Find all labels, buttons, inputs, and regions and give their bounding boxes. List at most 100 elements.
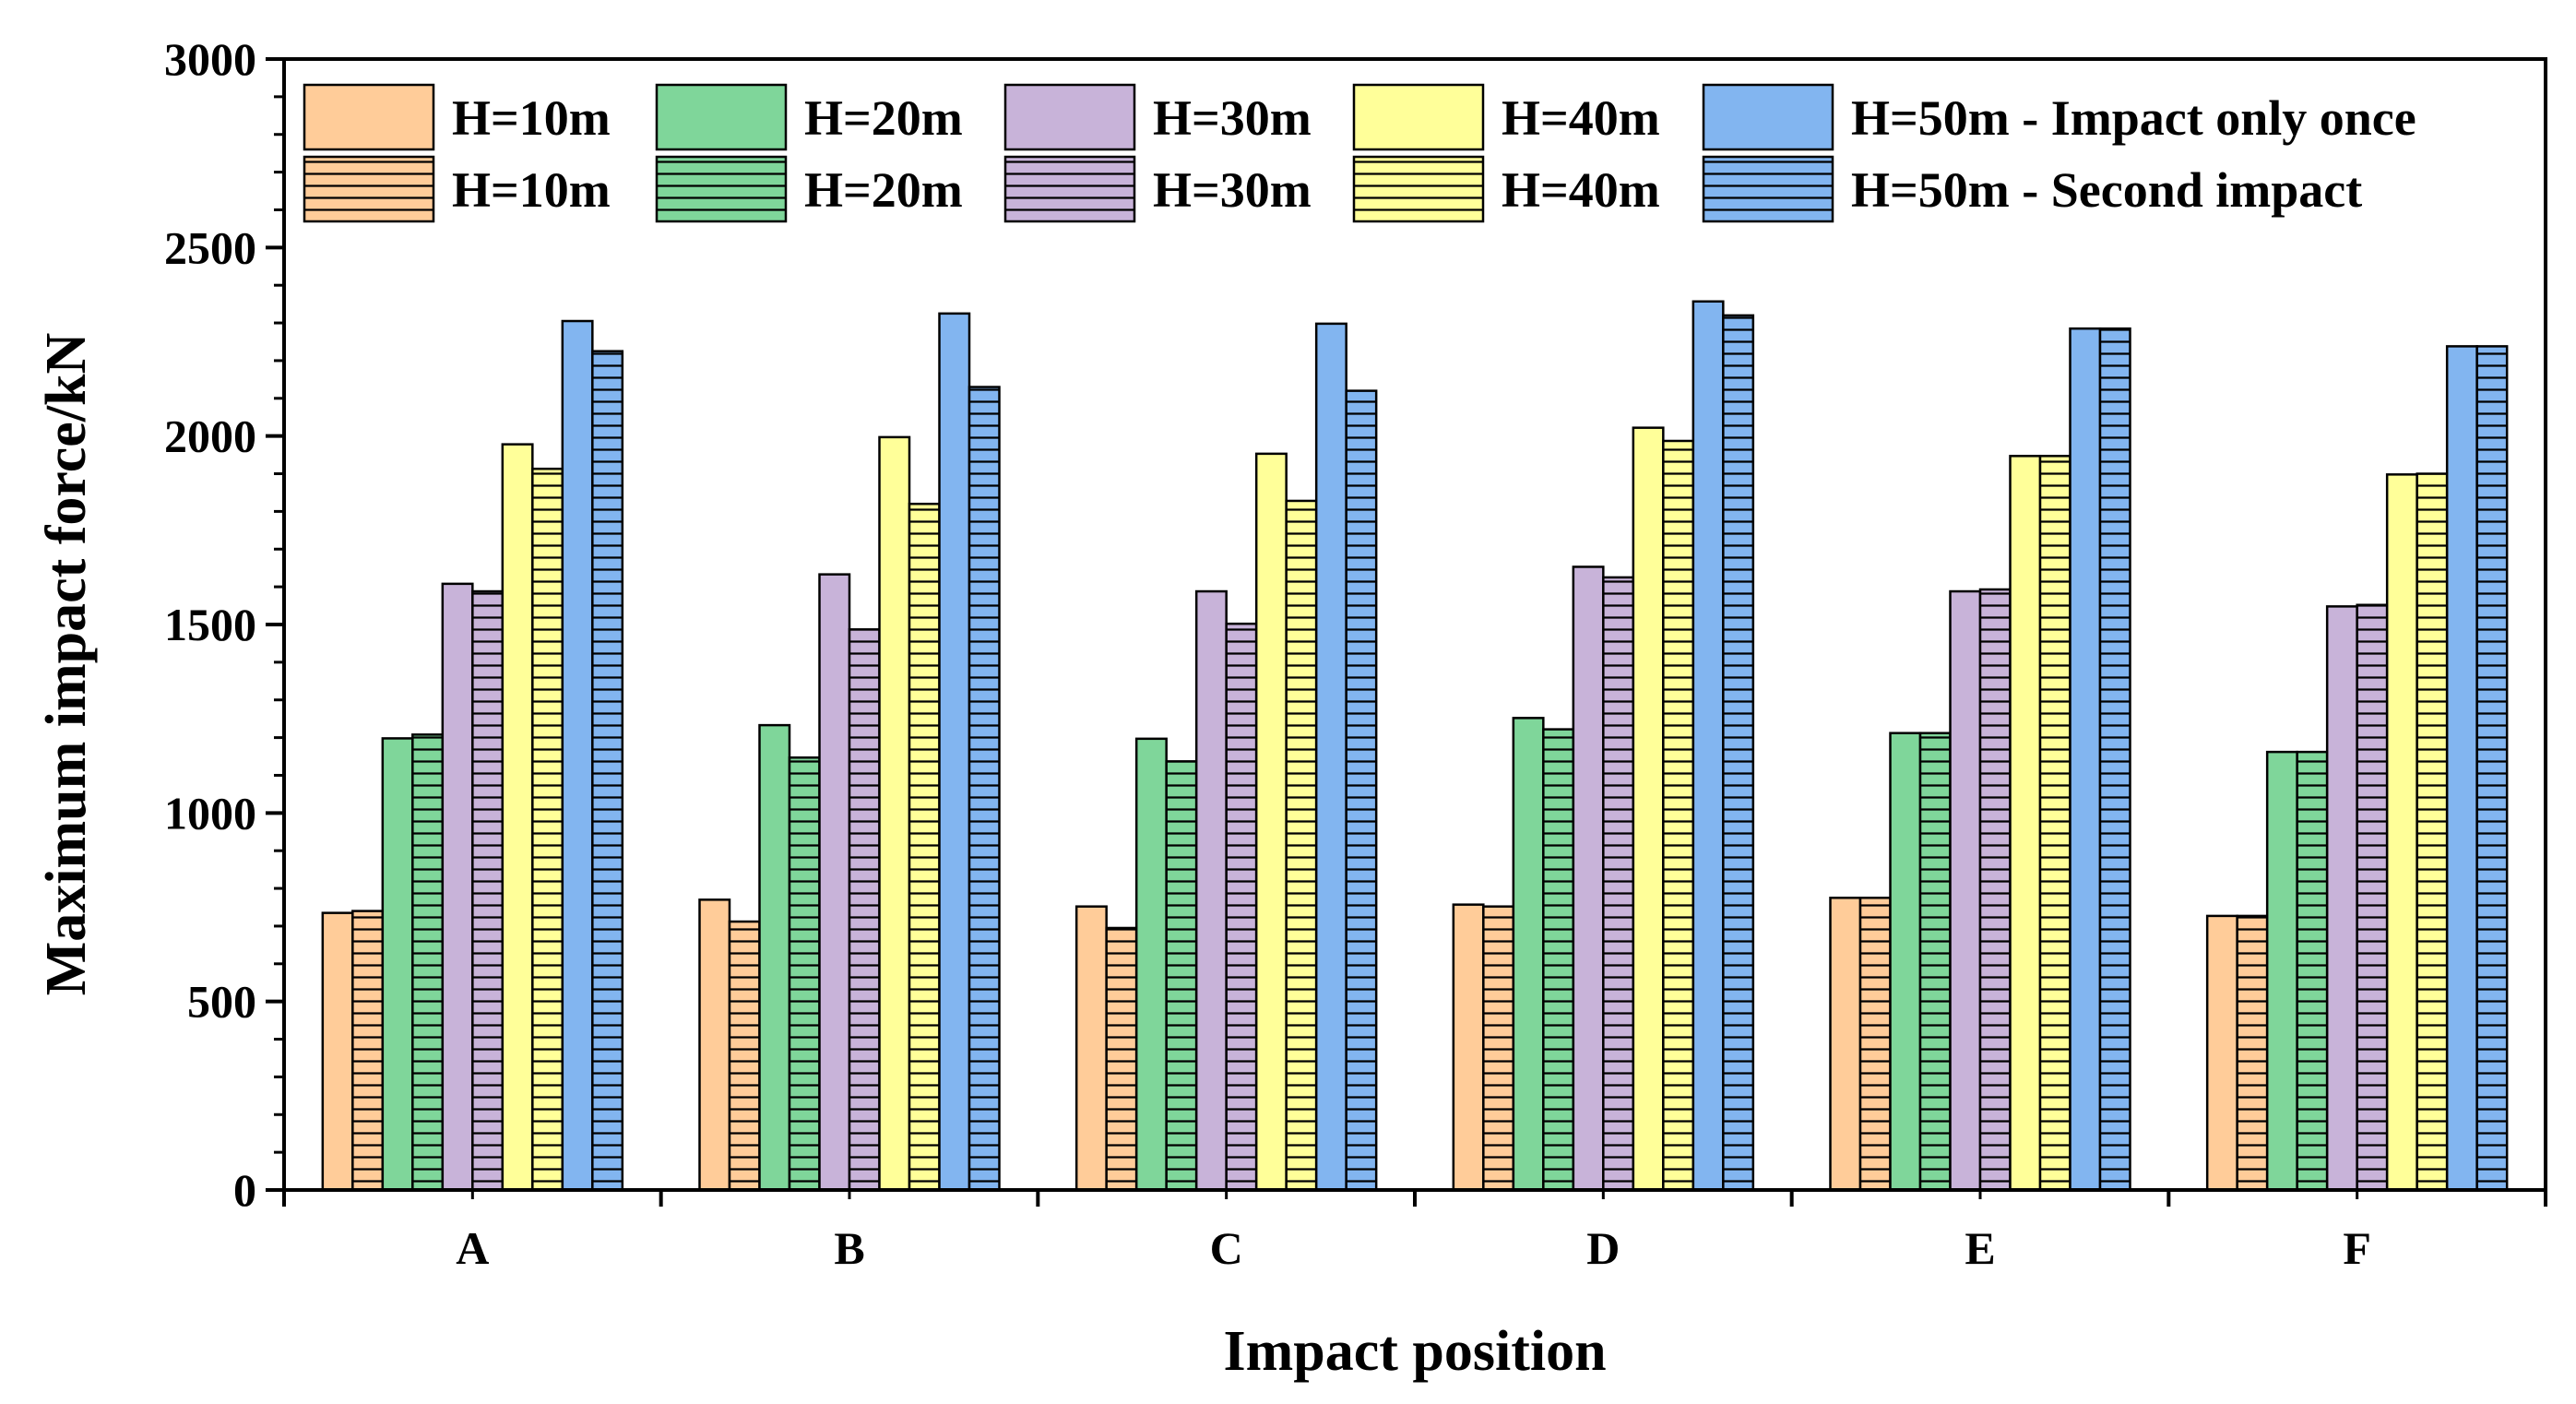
bar-E-H=40m-impact-only-once xyxy=(2009,455,2042,1192)
bar-A-H=30m-impact-only-once xyxy=(441,582,474,1192)
bar-F-H=40m-second-impact xyxy=(2416,472,2449,1192)
bar-C-H=20m-impact-only-once xyxy=(1134,737,1168,1192)
bar-B-H=20m-second-impact xyxy=(788,756,821,1192)
bar-C-H=40m-impact-only-once xyxy=(1254,452,1288,1192)
bar-D-H=40m-second-impact xyxy=(1662,439,1695,1192)
x-tick-label-A: A xyxy=(456,1222,489,1274)
legend-swatch xyxy=(655,155,788,223)
bar-F-H=20m-second-impact xyxy=(2296,750,2329,1192)
x-tick-label-D: D xyxy=(1586,1222,1620,1274)
bars-layer xyxy=(321,300,2509,1192)
legend-label: H=10m xyxy=(452,90,611,146)
bar-C-H=10m-second-impact xyxy=(1105,926,1138,1192)
y-tick-label: 2500 xyxy=(164,221,256,273)
y-tick-label: 0 xyxy=(233,1164,256,1216)
legend-label: H=40m xyxy=(1502,90,1660,146)
x-axis-title: Impact position xyxy=(1223,1320,1606,1383)
x-tick-label-E: E xyxy=(1965,1222,1995,1274)
bar-E-H=40m-second-impact xyxy=(2038,455,2071,1192)
bar-F-H=30m-second-impact xyxy=(2356,603,2389,1192)
bar-E-H=10m-impact-only-once xyxy=(1829,897,1862,1192)
y-tick-label: 3000 xyxy=(164,33,256,85)
bar-B-H=50m-impact-only-once xyxy=(938,312,971,1192)
legend-label: H=20m xyxy=(804,162,963,218)
bar-A-H=50m-second-impact xyxy=(591,350,624,1192)
bar-D-H=30m-impact-only-once xyxy=(1572,565,1605,1192)
bar-A-H=50m-impact-only-once xyxy=(561,319,594,1192)
bar-D-H=10m-impact-only-once xyxy=(1452,903,1485,1192)
legend-swatch xyxy=(1352,155,1485,223)
bar-F-H=30m-impact-only-once xyxy=(2325,605,2358,1192)
bar-B-H=10m-impact-only-once xyxy=(698,898,731,1192)
legend-swatch xyxy=(303,155,435,223)
bar-A-H=20m-impact-only-once xyxy=(381,737,414,1192)
bar-F-H=20m-impact-only-once xyxy=(2265,750,2298,1192)
legend-label: H=30m xyxy=(1153,162,1312,218)
axes-layer: 0 500 1000 1500 2000 2500 3000 A B C D E F xyxy=(164,33,2547,1274)
bar-D-H=50m-second-impact xyxy=(1722,314,1755,1192)
bar-B-H=30m-impact-only-once xyxy=(818,573,851,1192)
bar-D-H=40m-impact-only-once xyxy=(1632,426,1665,1192)
bar-A-H=10m-impact-only-once xyxy=(321,911,354,1192)
bar-B-H=20m-impact-only-once xyxy=(758,723,791,1192)
bar-A-H=40m-impact-only-once xyxy=(501,443,534,1192)
bar-B-H=50m-second-impact xyxy=(967,386,1001,1192)
legend-swatch xyxy=(1702,155,1834,223)
bar-E-H=20m-impact-only-once xyxy=(1889,732,1922,1192)
legend-swatch xyxy=(1352,83,1485,151)
legend-swatch xyxy=(655,83,788,151)
bar-A-H=10m-second-impact xyxy=(351,910,385,1192)
bar-E-H=20m-second-impact xyxy=(1918,732,1952,1192)
bar-E-H=10m-second-impact xyxy=(1858,897,1892,1192)
legend-label: H=50m - Impact only once xyxy=(1851,90,2416,146)
y-tick-label: 1500 xyxy=(164,599,256,650)
bar-C-H=40m-second-impact xyxy=(1285,499,1318,1192)
x-tick-label-F: F xyxy=(2343,1222,2371,1274)
legend-swatch xyxy=(1003,155,1136,223)
bar-E-H=50m-impact-only-once xyxy=(2069,327,2102,1192)
legend-swatch xyxy=(1702,83,1834,151)
bar-F-H=10m-second-impact xyxy=(2236,914,2269,1192)
legend-label: H=20m xyxy=(804,90,963,146)
legend-label: H=40m xyxy=(1502,162,1660,218)
bar-A-H=20m-second-impact xyxy=(411,733,445,1192)
bar-D-H=20m-impact-only-once xyxy=(1512,717,1545,1192)
bar-F-H=40m-impact-only-once xyxy=(2385,473,2418,1192)
legend-swatch xyxy=(1003,83,1136,151)
bar-C-H=50m-impact-only-once xyxy=(1314,322,1347,1192)
bar-A-H=40m-second-impact xyxy=(531,467,564,1192)
bar-F-H=10m-impact-only-once xyxy=(2205,914,2238,1192)
bar-D-H=20m-second-impact xyxy=(1542,728,1575,1192)
bar-E-H=30m-impact-only-once xyxy=(1949,589,1982,1192)
bar-D-H=50m-impact-only-once xyxy=(1692,300,1725,1192)
bar-C-H=50m-second-impact xyxy=(1345,389,1378,1192)
bar-C-H=10m-impact-only-once xyxy=(1074,905,1108,1192)
bar-D-H=30m-second-impact xyxy=(1602,576,1635,1192)
legend-label: H=50m - Second impact xyxy=(1851,162,2362,218)
legend-label: H=10m xyxy=(452,162,611,218)
bar-F-H=50m-second-impact xyxy=(2475,345,2509,1192)
legend: H=10m H=20m H=30m H=40m H=50m - Impact only … xyxy=(303,83,2416,223)
bar-E-H=50m-second-impact xyxy=(2098,327,2131,1192)
legend-swatch xyxy=(303,83,435,151)
y-tick-label: 500 xyxy=(187,976,256,1028)
x-tick-label-B: B xyxy=(834,1222,864,1274)
bar-B-H=40m-impact-only-once xyxy=(878,435,911,1192)
y-tick-label: 2000 xyxy=(164,410,256,462)
bar-B-H=30m-second-impact xyxy=(848,628,881,1192)
legend-label: H=30m xyxy=(1153,90,1312,146)
bar-F-H=50m-impact-only-once xyxy=(2445,345,2478,1192)
bar-C-H=20m-second-impact xyxy=(1165,760,1198,1192)
bar-B-H=10m-second-impact xyxy=(728,920,761,1192)
bar-B-H=40m-second-impact xyxy=(908,502,941,1192)
bar-C-H=30m-second-impact xyxy=(1225,622,1258,1192)
x-tick-label-C: C xyxy=(1210,1222,1243,1274)
y-axis-title: Maximum impact force/kN xyxy=(35,333,98,996)
bar-C-H=30m-impact-only-once xyxy=(1194,589,1228,1192)
bar-E-H=30m-second-impact xyxy=(1978,588,2012,1192)
y-tick-label: 1000 xyxy=(164,787,256,839)
bar-A-H=30m-second-impact xyxy=(471,589,505,1192)
bar-D-H=10m-second-impact xyxy=(1482,905,1515,1192)
